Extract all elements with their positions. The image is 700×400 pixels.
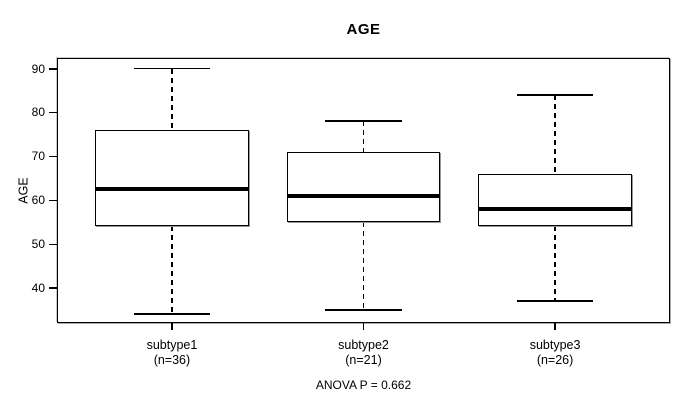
y-axis-tick <box>49 243 57 246</box>
y-axis-tick-label: 50 <box>31 237 45 252</box>
y-axis-tick <box>49 111 57 114</box>
group-label: subtype3 <box>529 338 581 352</box>
x-axis-tick <box>554 323 556 330</box>
y-axis-tick-label: 40 <box>31 280 45 295</box>
median-line <box>478 207 632 211</box>
x-axis-tick <box>362 323 365 330</box>
upper-whisker <box>171 68 173 130</box>
upper-whisker-cap <box>325 120 402 122</box>
median-line <box>286 194 441 198</box>
upper-whisker-cap <box>516 94 594 96</box>
y-axis-tick <box>49 287 57 289</box>
group-label: subtype1 <box>146 338 198 352</box>
group-count-label: (n=36) <box>153 353 191 367</box>
group-label: subtype2 <box>338 338 389 352</box>
y-axis-tick <box>49 155 57 158</box>
lower-whisker-cap <box>516 300 594 302</box>
iqr-box <box>95 129 249 227</box>
lower-whisker <box>171 226 173 315</box>
upper-whisker <box>362 121 365 152</box>
x-axis-tick <box>171 323 173 330</box>
lower-whisker <box>554 226 556 302</box>
lower-whisker-cap <box>325 309 402 311</box>
lower-whisker <box>362 222 365 310</box>
median-line <box>95 187 249 191</box>
group-count-label: (n=21) <box>345 353 382 367</box>
chart-title: AGE <box>346 21 381 38</box>
anova-p-annotation: ANOVA P = 0.662 <box>315 378 412 392</box>
y-axis-tick-label: 70 <box>31 149 45 164</box>
group-count-label: (n=26) <box>536 353 574 367</box>
y-axis-tick <box>49 199 57 202</box>
upper-whisker <box>554 94 556 174</box>
iqr-box <box>478 173 632 227</box>
y-axis-tick-label: 60 <box>31 193 45 208</box>
y-axis-tick-label: 90 <box>31 61 45 76</box>
iqr-box <box>286 151 441 223</box>
lower-whisker-cap <box>133 313 211 315</box>
y-axis-tick <box>49 68 57 70</box>
upper-whisker-cap <box>133 67 211 70</box>
y-axis-tick-label: 80 <box>31 105 45 120</box>
